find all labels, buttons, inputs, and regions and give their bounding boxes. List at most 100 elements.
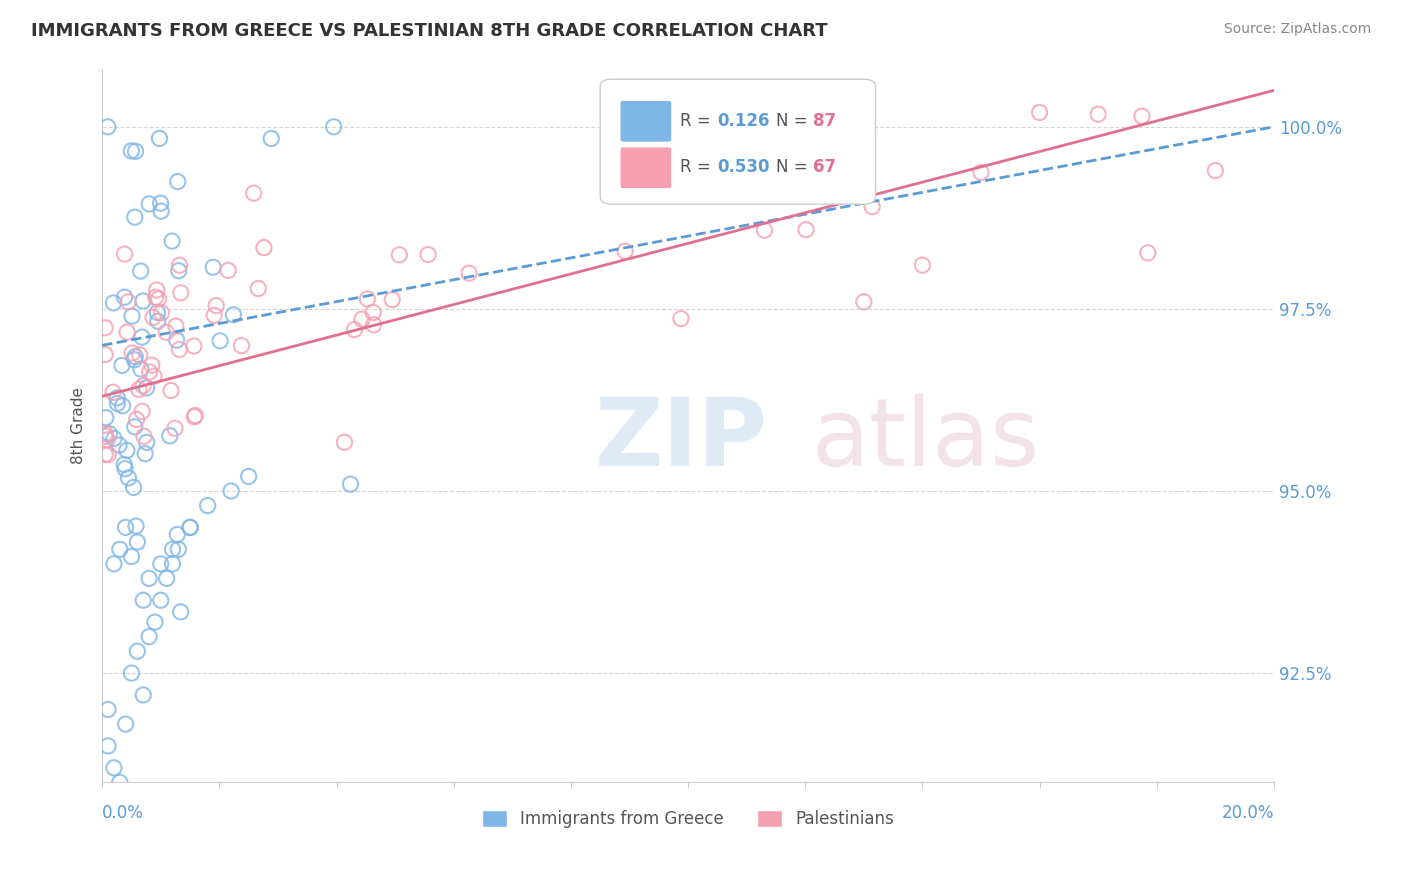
Text: 20.0%: 20.0% xyxy=(1222,805,1274,822)
Point xyxy=(167,542,190,557)
Point xyxy=(183,339,205,353)
FancyBboxPatch shape xyxy=(620,147,672,188)
Point xyxy=(202,260,225,275)
Point xyxy=(156,571,179,585)
Point xyxy=(333,435,356,450)
Point xyxy=(103,432,125,446)
Point xyxy=(142,310,165,325)
Point xyxy=(131,330,153,344)
Point xyxy=(138,630,160,644)
Point xyxy=(860,200,883,214)
Point xyxy=(416,247,439,261)
Point xyxy=(145,290,167,304)
Point xyxy=(148,131,170,145)
Point xyxy=(149,593,172,607)
Text: 0.126: 0.126 xyxy=(717,112,770,129)
Point xyxy=(108,775,131,789)
Point xyxy=(114,247,136,261)
Point xyxy=(458,266,481,280)
Point xyxy=(339,477,361,491)
Point xyxy=(121,309,143,323)
Point xyxy=(614,244,637,259)
Text: 0.0%: 0.0% xyxy=(103,805,143,822)
Point xyxy=(219,483,242,498)
Text: atlas: atlas xyxy=(811,393,1039,486)
Point xyxy=(242,186,264,201)
Point xyxy=(114,717,136,731)
Point xyxy=(356,292,378,306)
Point xyxy=(260,131,283,145)
Point xyxy=(138,571,160,585)
Point xyxy=(125,412,148,426)
Point xyxy=(132,688,155,702)
Point xyxy=(111,359,134,373)
Point xyxy=(114,520,136,534)
Point xyxy=(183,409,205,424)
Point xyxy=(105,396,128,410)
Point xyxy=(163,421,186,435)
Point xyxy=(138,365,160,379)
Point xyxy=(166,527,188,541)
Point xyxy=(121,549,143,564)
Point xyxy=(1087,107,1109,121)
Text: R =: R = xyxy=(681,112,716,129)
Point xyxy=(94,426,117,441)
Point xyxy=(127,535,149,549)
Point xyxy=(150,204,173,219)
Point xyxy=(970,165,993,179)
Point xyxy=(1130,109,1153,123)
Point xyxy=(146,305,169,319)
Point xyxy=(101,385,124,400)
Point xyxy=(238,469,260,483)
Point xyxy=(128,348,150,362)
Text: 87: 87 xyxy=(814,112,837,129)
Point xyxy=(381,293,404,307)
Point xyxy=(94,410,117,425)
Point xyxy=(231,338,253,352)
Point xyxy=(105,391,128,405)
Point xyxy=(350,312,373,326)
Point xyxy=(150,306,173,320)
Point xyxy=(108,542,131,557)
Point xyxy=(121,346,143,360)
Point xyxy=(1028,105,1050,120)
Point xyxy=(170,605,193,619)
Point xyxy=(166,175,188,189)
Point xyxy=(138,197,160,211)
Point xyxy=(222,308,245,322)
Point xyxy=(388,248,411,262)
Point xyxy=(97,120,120,134)
Point xyxy=(322,120,344,134)
Point xyxy=(794,181,817,195)
Point xyxy=(184,409,207,423)
Text: Source: ZipAtlas.com: Source: ZipAtlas.com xyxy=(1223,22,1371,37)
Point xyxy=(134,447,156,461)
Point xyxy=(132,429,155,443)
Point xyxy=(363,318,385,332)
Point xyxy=(103,557,125,571)
Point xyxy=(217,263,239,277)
Point xyxy=(94,429,117,443)
Point xyxy=(167,264,190,278)
Point xyxy=(128,383,150,397)
Point xyxy=(124,352,146,367)
Point xyxy=(115,443,138,458)
Point xyxy=(160,384,183,398)
Point xyxy=(852,294,875,309)
Point xyxy=(124,210,146,224)
Point xyxy=(124,145,146,159)
Point xyxy=(124,350,146,364)
Point xyxy=(127,644,149,658)
Point xyxy=(132,593,155,607)
Point xyxy=(97,702,120,716)
Point xyxy=(131,404,153,418)
Point xyxy=(911,258,934,272)
Point xyxy=(146,314,169,328)
Text: N =: N = xyxy=(776,112,813,129)
Point xyxy=(117,471,139,485)
Point xyxy=(197,499,219,513)
Point xyxy=(129,264,152,278)
Point xyxy=(169,258,191,272)
Point xyxy=(115,325,138,339)
Text: ZIP: ZIP xyxy=(595,393,768,486)
